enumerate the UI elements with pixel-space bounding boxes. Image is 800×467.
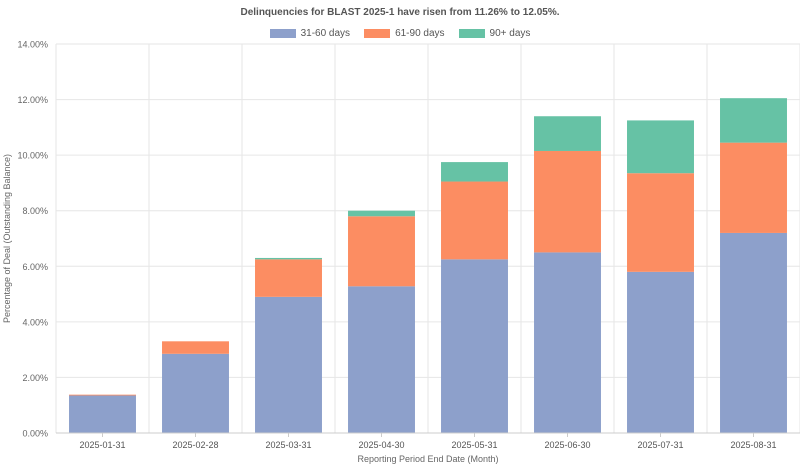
bar-90-days-2025-06-30 xyxy=(534,116,601,151)
x-tick-label: 2025-06-30 xyxy=(544,440,590,450)
legend-item-31-60-days[interactable]: 31-60 days xyxy=(269,28,351,39)
x-tick-label: 2025-07-31 xyxy=(637,440,683,450)
bar-31-60-days-2025-07-31 xyxy=(627,271,694,433)
y-tick-label: 12.00% xyxy=(17,95,48,105)
legend-item-61-90-days[interactable]: 61-90 days xyxy=(364,28,445,39)
legend-swatch xyxy=(364,29,391,38)
bar-61-90-days-2025-02-28 xyxy=(162,341,229,354)
bar-61-90-days-2025-08-31 xyxy=(720,142,787,233)
y-tick-label: 4.00% xyxy=(22,317,48,327)
x-tick-label: 2025-03-31 xyxy=(265,440,311,450)
chart-title: Delinquencies for BLAST 2025-1 have rise… xyxy=(240,7,560,18)
bar-31-60-days-2025-05-31 xyxy=(441,259,508,433)
bar-61-90-days-2025-06-30 xyxy=(534,150,601,253)
x-tick-label: 2025-04-30 xyxy=(358,440,404,450)
bar-31-60-days-2025-01-31 xyxy=(69,395,136,433)
bar-61-90-days-2025-04-30 xyxy=(348,216,415,287)
y-tick-label: 14.00% xyxy=(17,40,48,50)
chart-legend: 31-60 days 61-90 days 90+ days xyxy=(0,28,800,39)
legend-label: 31-60 days xyxy=(300,28,351,39)
x-tick-label: 2025-08-31 xyxy=(730,440,776,450)
bar-90-days-2025-04-30 xyxy=(348,210,415,217)
bar-90-days-2025-08-31 xyxy=(720,98,787,143)
bar-31-60-days-2025-06-30 xyxy=(534,252,601,433)
legend-item-90-days[interactable]: 90+ days xyxy=(458,28,531,39)
x-tick-label: 2025-01-31 xyxy=(79,440,125,450)
x-tick-label: 2025-05-31 xyxy=(451,440,497,450)
y-tick-label: 0.00% xyxy=(22,429,48,439)
y-tick-label: 10.00% xyxy=(17,151,48,161)
bar-61-90-days-2025-07-31 xyxy=(627,173,694,272)
bar-90-days-2025-03-31 xyxy=(255,257,322,260)
bar-90-days-2025-05-31 xyxy=(441,162,508,182)
bar-31-60-days-2025-03-31 xyxy=(255,296,322,433)
legend-label: 90+ days xyxy=(489,28,531,39)
y-tick-label: 2.00% xyxy=(22,373,48,383)
bar-61-90-days-2025-05-31 xyxy=(441,181,508,260)
y-tick-label: 8.00% xyxy=(22,206,48,216)
bar-61-90-days-2025-01-31 xyxy=(69,394,136,396)
legend-label: 61-90 days xyxy=(395,28,445,39)
bar-90-days-2025-07-31 xyxy=(627,120,694,174)
bar-31-60-days-2025-04-30 xyxy=(348,286,415,433)
x-axis-title: Reporting Period End Date (Month) xyxy=(357,454,498,464)
x-tick-label: 2025-02-28 xyxy=(172,440,218,450)
bar-31-60-days-2025-02-28 xyxy=(162,353,229,433)
legend-swatch xyxy=(458,29,485,38)
y-axis-title: Percentage of Deal (Outstanding Balance) xyxy=(2,154,12,323)
y-tick-label: 6.00% xyxy=(22,262,48,272)
bar-31-60-days-2025-08-31 xyxy=(720,232,787,433)
bar-61-90-days-2025-03-31 xyxy=(255,259,322,297)
legend-swatch xyxy=(269,29,296,38)
